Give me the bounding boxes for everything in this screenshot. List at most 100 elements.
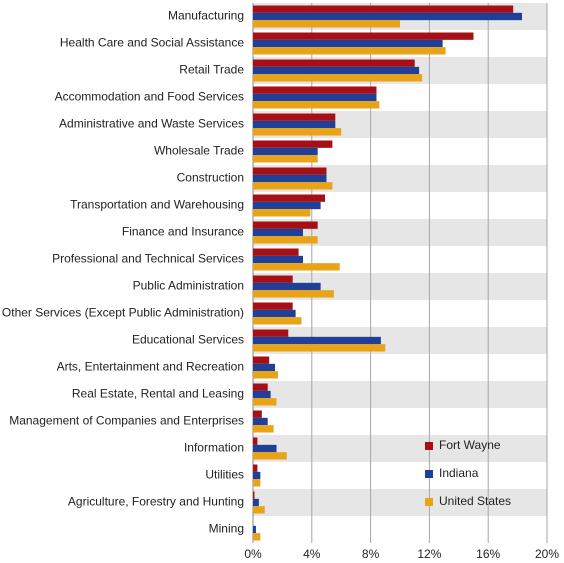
legend-label: Indiana: [439, 466, 479, 480]
bar: [253, 398, 277, 406]
bar: [253, 59, 415, 67]
y-tick-label: Construction: [177, 171, 244, 185]
y-tick-label: Mining: [209, 522, 244, 536]
y-tick-label: Professional and Technical Services: [52, 252, 244, 266]
y-tick-label: Information: [184, 441, 244, 455]
bar: [253, 317, 302, 325]
bar: [253, 464, 258, 472]
x-tick-label: 8%: [362, 547, 380, 561]
bar: [253, 66, 420, 75]
bar: [253, 201, 321, 210]
y-tick-label: Educational Services: [132, 333, 244, 347]
bar: [253, 410, 262, 418]
bar: [253, 309, 296, 318]
bar: [253, 248, 299, 256]
y-tick-label: Agriculture, Forestry and Hunting: [68, 495, 244, 509]
bar: [253, 452, 287, 460]
legend-label: Fort Wayne: [439, 438, 501, 452]
bar: [253, 471, 261, 480]
y-tick-label: Wholesale Trade: [154, 144, 244, 158]
bar: [253, 32, 474, 40]
row-band: [253, 516, 547, 543]
x-tick-label: 20%: [535, 547, 559, 561]
bar: [253, 479, 261, 487]
bar: [253, 39, 443, 48]
bar: [253, 263, 340, 271]
bar: [253, 120, 336, 129]
bar: [253, 290, 334, 298]
bar: [253, 390, 271, 399]
bar: [253, 228, 303, 237]
bar: [253, 275, 293, 283]
bar: [253, 20, 400, 28]
bar: [253, 93, 377, 102]
row-band: [253, 435, 547, 462]
bar: [253, 282, 321, 291]
bar: [253, 444, 277, 453]
bar: [253, 425, 274, 433]
y-tick-label: Management of Companies and Enterprises: [9, 414, 244, 428]
bar: [253, 302, 293, 310]
bar: [253, 155, 318, 163]
y-tick-label: Other Services (Except Public Administra…: [2, 306, 244, 320]
legend-swatch: [425, 442, 433, 450]
row-band: [253, 381, 547, 408]
bar: [253, 167, 327, 175]
y-tick-label: Arts, Entertainment and Recreation: [57, 360, 244, 374]
y-tick-label: Accommodation and Food Services: [55, 90, 244, 104]
bar: [253, 74, 423, 82]
bar: [253, 371, 278, 379]
bar: [253, 174, 327, 183]
bar: [253, 221, 318, 229]
y-tick-label: Finance and Insurance: [122, 225, 244, 239]
y-tick-label: Public Administration: [133, 279, 244, 293]
bar: [253, 209, 311, 217]
x-tick-label: 0%: [244, 547, 262, 561]
bar: [253, 344, 386, 352]
bar: [253, 356, 270, 364]
bar: [253, 417, 268, 426]
bar: [253, 194, 326, 202]
bar: [253, 101, 380, 109]
y-tick-label: Real Estate, Rental and Leasing: [72, 387, 244, 401]
bar: [253, 533, 261, 541]
bar: [253, 47, 446, 55]
bar: [253, 5, 514, 13]
bar: [253, 506, 265, 514]
row-band: [253, 408, 547, 435]
y-tick-label: Transportation and Warehousing: [70, 198, 244, 212]
row-band: [253, 489, 547, 516]
bar: [253, 498, 259, 507]
x-tick-label: 16%: [476, 547, 500, 561]
bar: [253, 525, 256, 534]
bar: [253, 182, 333, 190]
legend-swatch: [425, 498, 433, 506]
y-tick-label: Manufacturing: [168, 9, 244, 23]
bar: [253, 255, 303, 264]
bar: [253, 363, 276, 372]
legend-swatch: [425, 470, 433, 478]
row-band: [253, 300, 547, 327]
bar: [253, 140, 333, 148]
legend-label: United States: [439, 494, 511, 508]
y-tick-label: Retail Trade: [179, 63, 244, 77]
y-tick-label: Utilities: [205, 468, 244, 482]
bar: [253, 383, 268, 391]
row-band: [253, 462, 547, 489]
bar: [253, 12, 523, 21]
row-band: [253, 354, 547, 381]
x-tick-label: 12%: [417, 547, 441, 561]
bar: [253, 113, 336, 121]
bar: [253, 437, 258, 445]
bar: [253, 86, 377, 94]
bar: [253, 128, 342, 136]
bar: [253, 336, 381, 345]
x-tick-label: 4%: [303, 547, 321, 561]
bar: [253, 147, 318, 156]
bar: [253, 491, 255, 499]
bar: [253, 236, 318, 244]
y-tick-label: Health Care and Social Assistance: [60, 36, 244, 50]
bar: [253, 329, 289, 337]
y-tick-label: Administrative and Waste Services: [59, 117, 244, 131]
